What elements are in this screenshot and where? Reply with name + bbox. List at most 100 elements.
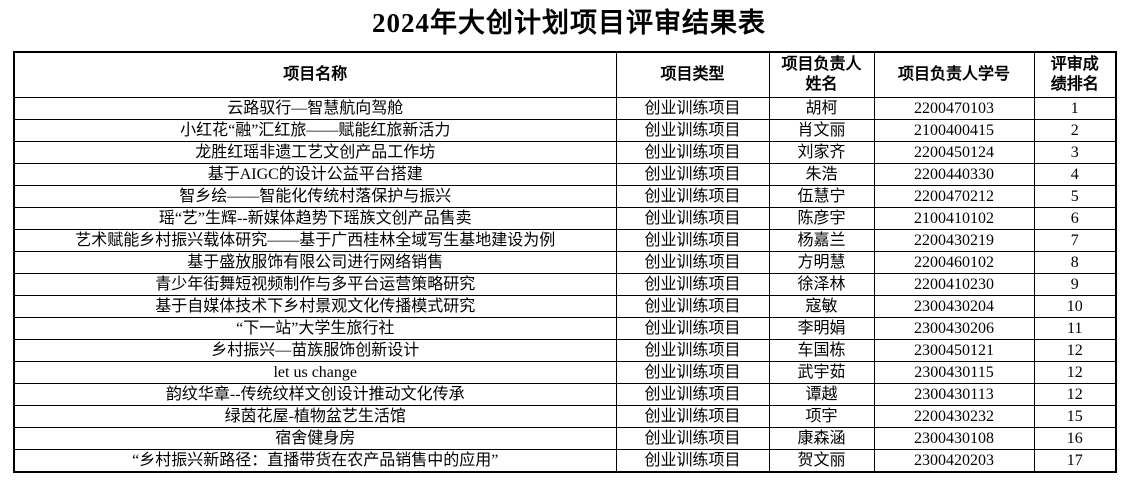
cell-rank: 3 bbox=[1033, 141, 1117, 164]
cell-student-id: 2200440330 bbox=[873, 163, 1035, 186]
table-row: 基于AIGC的设计公益平台搭建 创业训练项目 朱浩 2200440330 4 bbox=[13, 163, 1117, 186]
cell-student-id: 2300430115 bbox=[873, 361, 1035, 384]
results-table-header: 项目名称 项目类型 项目负责人 姓名 项目负责人学号 评审成 绩排名 bbox=[13, 51, 1117, 98]
table-row: “乡村振兴新路径：直播带货在农产品销售中的应用” 创业训练项目 贺文丽 2300420… bbox=[13, 449, 1117, 473]
cell-rank: 15 bbox=[1033, 405, 1117, 428]
table-row: 宿舍健身房 创业训练项目 康森涵 2300430108 16 bbox=[13, 427, 1117, 450]
table-row: 基于盛放服饰有限公司进行网络销售 创业训练项目 方明慧 2200460102 8 bbox=[13, 251, 1117, 274]
cell-project-type: 创业训练项目 bbox=[615, 163, 770, 186]
cell-student-id: 2200470103 bbox=[873, 97, 1035, 120]
column-header-student-id: 项目负责人学号 bbox=[873, 51, 1035, 98]
cell-leader-name: 胡柯 bbox=[768, 97, 875, 120]
cell-leader-name: 武宇茹 bbox=[768, 361, 875, 384]
cell-project-name: 瑶“艺”生辉--新媒体趋势下瑶族文创产品售卖 bbox=[13, 207, 617, 230]
cell-rank: 4 bbox=[1033, 163, 1117, 186]
cell-project-type: 创业训练项目 bbox=[615, 119, 770, 142]
table-row: 龙胜红瑶非遗工艺文创产品工作坊 创业训练项目 刘家齐 2200450124 3 bbox=[13, 141, 1117, 164]
cell-rank: 8 bbox=[1033, 251, 1117, 274]
cell-project-name: “乡村振兴新路径：直播带货在农产品销售中的应用” bbox=[13, 449, 617, 473]
cell-student-id: 2300450121 bbox=[873, 339, 1035, 362]
cell-project-name: 龙胜红瑶非遗工艺文创产品工作坊 bbox=[13, 141, 617, 164]
table-row: 瑶“艺”生辉--新媒体趋势下瑶族文创产品售卖 创业训练项目 陈彦宇 210041010… bbox=[13, 207, 1117, 230]
table-row: 云路驭行—智慧航向驾舱 创业训练项目 胡柯 2200470103 1 bbox=[13, 97, 1117, 120]
cell-student-id: 2200450124 bbox=[873, 141, 1035, 164]
cell-student-id: 2200430219 bbox=[873, 229, 1035, 252]
cell-project-name: 乡村振兴—苗族服饰创新设计 bbox=[13, 339, 617, 362]
cell-project-type: 创业训练项目 bbox=[615, 229, 770, 252]
cell-student-id: 2300430204 bbox=[873, 295, 1035, 318]
table-row: 青少年街舞短视频制作与多平台运营策略研究 创业训练项目 徐泽林 2200410230 9 bbox=[13, 273, 1117, 296]
cell-project-type: 创业训练项目 bbox=[615, 295, 770, 318]
cell-leader-name: 朱浩 bbox=[768, 163, 875, 186]
cell-project-type: 创业训练项目 bbox=[615, 317, 770, 340]
cell-project-name: 绿茵花屋-植物盆艺生活馆 bbox=[13, 405, 617, 428]
cell-student-id: 2200460102 bbox=[873, 251, 1035, 274]
cell-student-id: 2200410230 bbox=[873, 273, 1035, 296]
cell-leader-name: 徐泽林 bbox=[768, 273, 875, 296]
cell-student-id: 2100400415 bbox=[873, 119, 1035, 142]
cell-project-name: “下一站”大学生旅行社 bbox=[13, 317, 617, 340]
cell-project-type: 创业训练项目 bbox=[615, 273, 770, 296]
cell-rank: 6 bbox=[1033, 207, 1117, 230]
cell-project-name: 云路驭行—智慧航向驾舱 bbox=[13, 97, 617, 120]
cell-rank: 5 bbox=[1033, 185, 1117, 208]
cell-leader-name: 康森涵 bbox=[768, 427, 875, 450]
cell-leader-name: 寇敏 bbox=[768, 295, 875, 318]
cell-rank: 17 bbox=[1033, 449, 1117, 473]
cell-rank: 10 bbox=[1033, 295, 1117, 318]
cell-student-id: 2300430108 bbox=[873, 427, 1035, 450]
table-row: let us change 创业训练项目 武宇茹 2300430115 12 bbox=[13, 361, 1117, 384]
cell-leader-name: 肖文丽 bbox=[768, 119, 875, 142]
cell-student-id: 2300430113 bbox=[873, 383, 1035, 406]
cell-project-name: 青少年街舞短视频制作与多平台运营策略研究 bbox=[13, 273, 617, 296]
cell-project-name: 智乡绘——智能化传统村落保护与振兴 bbox=[13, 185, 617, 208]
column-header-project-type: 项目类型 bbox=[615, 51, 770, 98]
cell-project-type: 创业训练项目 bbox=[615, 427, 770, 450]
cell-leader-name: 陈彦宇 bbox=[768, 207, 875, 230]
cell-student-id: 2100410102 bbox=[873, 207, 1035, 230]
column-header-project-name: 项目名称 bbox=[13, 51, 617, 98]
cell-project-name: 基于自媒体技术下乡村景观文化传播模式研究 bbox=[13, 295, 617, 318]
cell-student-id: 2200430232 bbox=[873, 405, 1035, 428]
cell-project-name: 小红花“融”汇红旅——赋能红旅新活力 bbox=[13, 119, 617, 142]
cell-leader-name: 谭越 bbox=[768, 383, 875, 406]
cell-project-type: 创业训练项目 bbox=[615, 383, 770, 406]
cell-leader-name: 李明娟 bbox=[768, 317, 875, 340]
cell-leader-name: 车国栋 bbox=[768, 339, 875, 362]
cell-leader-name: 方明慧 bbox=[768, 251, 875, 274]
table-row: 基于自媒体技术下乡村景观文化传播模式研究 创业训练项目 寇敏 2300430204 10 bbox=[13, 295, 1117, 318]
cell-leader-name: 杨嘉兰 bbox=[768, 229, 875, 252]
cell-rank: 9 bbox=[1033, 273, 1117, 296]
cell-leader-name: 刘家齐 bbox=[768, 141, 875, 164]
cell-leader-name: 项宇 bbox=[768, 405, 875, 428]
table-row: 绿茵花屋-植物盆艺生活馆 创业训练项目 项宇 2200430232 15 bbox=[13, 405, 1117, 428]
cell-project-name: let us change bbox=[13, 361, 617, 384]
cell-project-type: 创业训练项目 bbox=[615, 339, 770, 362]
cell-project-type: 创业训练项目 bbox=[615, 405, 770, 428]
cell-project-type: 创业训练项目 bbox=[615, 97, 770, 120]
cell-project-name: 韵纹华章--传统纹样文创设计推动文化传承 bbox=[13, 383, 617, 406]
results-table-body: 云路驭行—智慧航向驾舱 创业训练项目 胡柯 2200470103 1 小红花“融”汇红旅—… bbox=[13, 97, 1117, 473]
table-row: “下一站”大学生旅行社 创业训练项目 李明娟 2300430206 11 bbox=[13, 317, 1117, 340]
cell-project-name: 艺术赋能乡村振兴载体研究——基于广西桂林全域写生基地建设为例 bbox=[13, 229, 617, 252]
cell-rank: 12 bbox=[1033, 383, 1117, 406]
cell-project-type: 创业训练项目 bbox=[615, 361, 770, 384]
table-row: 小红花“融”汇红旅——赋能红旅新活力 创业训练项目 肖文丽 2100400415 2 bbox=[13, 119, 1117, 142]
cell-rank: 12 bbox=[1033, 361, 1117, 384]
cell-rank: 12 bbox=[1033, 339, 1117, 362]
cell-project-name: 基于AIGC的设计公益平台搭建 bbox=[13, 163, 617, 186]
cell-rank: 11 bbox=[1033, 317, 1117, 340]
cell-project-type: 创业训练项目 bbox=[615, 207, 770, 230]
results-table: 项目名称 项目类型 项目负责人 姓名 项目负责人学号 评审成 绩排名 云路驭行—… bbox=[13, 51, 1117, 473]
cell-project-type: 创业训练项目 bbox=[615, 251, 770, 274]
cell-rank: 2 bbox=[1033, 119, 1117, 142]
cell-leader-name: 贺文丽 bbox=[768, 449, 875, 473]
column-header-leader-name: 项目负责人 姓名 bbox=[768, 51, 875, 98]
table-row: 乡村振兴—苗族服饰创新设计 创业训练项目 车国栋 2300450121 12 bbox=[13, 339, 1117, 362]
cell-rank: 7 bbox=[1033, 229, 1117, 252]
table-row: 智乡绘——智能化传统村落保护与振兴 创业训练项目 伍慧宁 2200470212 5 bbox=[13, 185, 1117, 208]
cell-project-name: 基于盛放服饰有限公司进行网络销售 bbox=[13, 251, 617, 274]
cell-project-type: 创业训练项目 bbox=[615, 449, 770, 473]
cell-rank: 16 bbox=[1033, 427, 1117, 450]
